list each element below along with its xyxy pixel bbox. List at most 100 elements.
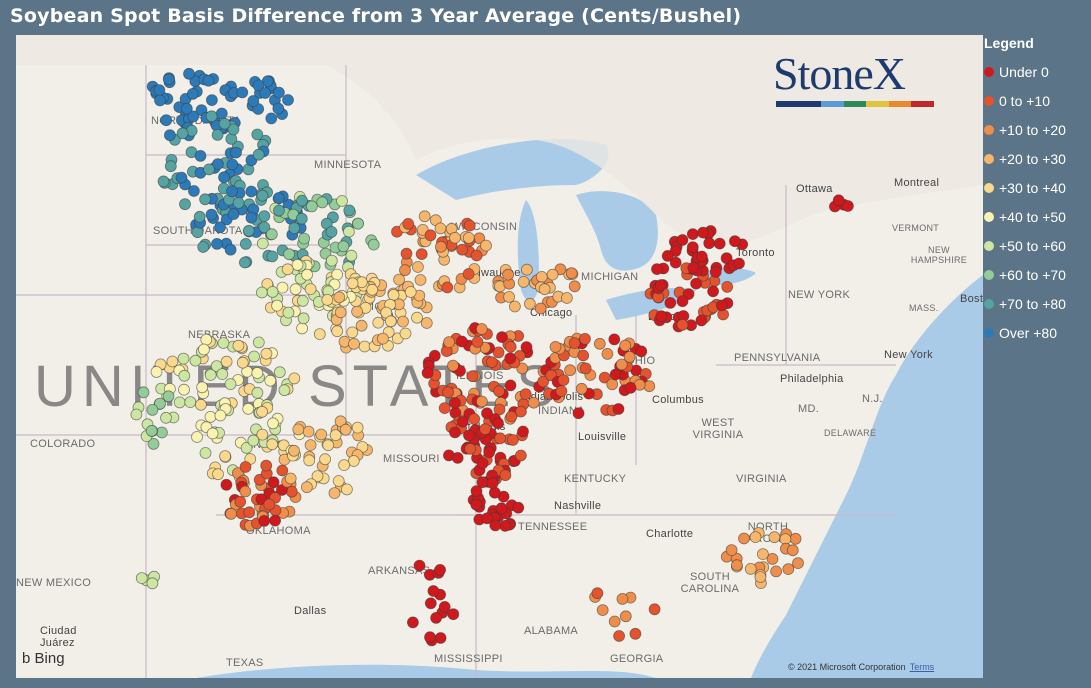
elevator-point[interactable] bbox=[334, 306, 347, 319]
elevator-point[interactable] bbox=[247, 434, 260, 447]
elevator-point[interactable] bbox=[514, 405, 527, 418]
elevator-point[interactable] bbox=[546, 268, 559, 281]
elevator-point[interactable] bbox=[629, 627, 642, 640]
elevator-point[interactable] bbox=[282, 306, 295, 319]
elevator-point[interactable] bbox=[240, 441, 253, 454]
elevator-point[interactable] bbox=[367, 238, 380, 251]
elevator-point[interactable] bbox=[707, 285, 719, 298]
elevator-point[interactable] bbox=[555, 385, 568, 398]
elevator-point[interactable] bbox=[248, 350, 261, 363]
elevator-point[interactable] bbox=[345, 249, 358, 262]
elevator-point[interactable] bbox=[295, 212, 308, 225]
elevator-point[interactable] bbox=[470, 498, 483, 511]
elevator-point[interactable] bbox=[399, 327, 412, 340]
elevator-point[interactable] bbox=[565, 267, 578, 280]
elevator-point[interactable] bbox=[265, 112, 278, 125]
elevator-point[interactable] bbox=[304, 283, 317, 296]
elevator-point[interactable] bbox=[256, 189, 269, 202]
legend-item[interactable]: Under 0 bbox=[984, 57, 1066, 86]
elevator-point[interactable] bbox=[456, 415, 469, 428]
elevator-point[interactable] bbox=[205, 110, 218, 123]
elevator-point[interactable] bbox=[316, 196, 329, 209]
elevator-point[interactable] bbox=[448, 396, 461, 409]
elevator-point[interactable] bbox=[351, 421, 364, 434]
elevator-point[interactable] bbox=[288, 222, 301, 235]
elevator-point[interactable] bbox=[289, 283, 302, 296]
elevator-point[interactable] bbox=[449, 231, 461, 244]
elevator-point[interactable] bbox=[199, 193, 212, 206]
elevator-point[interactable] bbox=[187, 110, 200, 123]
elevator-point[interactable] bbox=[499, 469, 512, 482]
elevator-point[interactable] bbox=[302, 425, 315, 438]
legend-item[interactable]: +20 to +30 bbox=[984, 144, 1066, 173]
elevator-point[interactable] bbox=[616, 593, 629, 605]
elevator-point[interactable] bbox=[187, 185, 200, 197]
elevator-point[interactable] bbox=[230, 146, 242, 159]
elevator-point[interactable] bbox=[609, 368, 622, 381]
legend-item[interactable]: +10 to +20 bbox=[984, 115, 1066, 144]
elevator-point[interactable] bbox=[296, 194, 308, 207]
elevator-point[interactable] bbox=[744, 563, 757, 575]
elevator-point[interactable] bbox=[557, 374, 570, 387]
elevator-point[interactable] bbox=[260, 459, 273, 472]
elevator-point[interactable] bbox=[343, 204, 356, 217]
elevator-point[interactable] bbox=[424, 229, 437, 242]
elevator-point[interactable] bbox=[619, 610, 632, 623]
elevator-point[interactable] bbox=[218, 171, 230, 184]
elevator-point[interactable] bbox=[340, 483, 353, 496]
elevator-point[interactable] bbox=[178, 383, 190, 396]
elevator-point[interactable] bbox=[441, 281, 454, 294]
elevator-point[interactable] bbox=[160, 411, 172, 424]
elevator-point[interactable] bbox=[430, 612, 443, 624]
elevator-point[interactable] bbox=[462, 268, 475, 280]
elevator-point[interactable] bbox=[315, 428, 328, 441]
elevator-point[interactable] bbox=[782, 563, 795, 575]
elevator-point[interactable] bbox=[346, 277, 359, 290]
elevator-point[interactable] bbox=[648, 603, 661, 616]
elevator-point[interactable] bbox=[438, 402, 451, 415]
elevator-point[interactable] bbox=[447, 608, 460, 621]
elevator-point[interactable] bbox=[211, 129, 224, 141]
elevator-point[interactable] bbox=[690, 277, 702, 290]
elevator-point[interactable] bbox=[415, 248, 428, 261]
elevator-point[interactable] bbox=[162, 390, 175, 403]
elevator-point[interactable] bbox=[162, 73, 175, 86]
elevator-point[interactable] bbox=[153, 84, 166, 96]
elevator-point[interactable] bbox=[322, 439, 335, 452]
elevator-point[interactable] bbox=[204, 369, 217, 381]
elevator-point[interactable] bbox=[619, 339, 632, 352]
elevator-point[interactable] bbox=[481, 407, 493, 420]
elevator-point[interactable] bbox=[325, 225, 338, 238]
elevator-point[interactable] bbox=[300, 481, 313, 494]
elevator-point[interactable] bbox=[204, 410, 217, 423]
elevator-point[interactable] bbox=[146, 577, 159, 590]
elevator-point[interactable] bbox=[447, 359, 459, 372]
elevator-point[interactable] bbox=[252, 79, 265, 92]
elevator-point[interactable] bbox=[276, 464, 289, 477]
elevator-point[interactable] bbox=[842, 200, 854, 212]
elevator-point[interactable] bbox=[184, 396, 197, 409]
elevator-point[interactable] bbox=[264, 374, 277, 387]
elevator-point[interactable] bbox=[483, 446, 496, 459]
elevator-point[interactable] bbox=[517, 425, 529, 438]
elevator-point[interactable] bbox=[404, 286, 417, 298]
elevator-point[interactable] bbox=[564, 364, 576, 377]
elevator-point[interactable] bbox=[424, 631, 436, 644]
elevator-point[interactable] bbox=[220, 478, 233, 491]
elevator-point[interactable] bbox=[266, 438, 279, 451]
elevator-point[interactable] bbox=[786, 544, 799, 557]
elevator-point[interactable] bbox=[709, 266, 722, 278]
elevator-point[interactable] bbox=[502, 268, 515, 281]
elevator-point[interactable] bbox=[766, 553, 779, 565]
elevator-point[interactable] bbox=[298, 232, 311, 245]
elevator-point[interactable] bbox=[211, 237, 223, 250]
elevator-point[interactable] bbox=[508, 300, 521, 313]
elevator-point[interactable] bbox=[418, 210, 431, 223]
elevator-point[interactable] bbox=[568, 280, 581, 293]
elevator-point[interactable] bbox=[411, 311, 423, 324]
elevator-point[interactable] bbox=[130, 408, 143, 421]
elevator-point[interactable] bbox=[255, 286, 268, 299]
elevator-point[interactable] bbox=[504, 340, 517, 353]
elevator-point[interactable] bbox=[217, 337, 230, 349]
elevator-point[interactable] bbox=[266, 285, 279, 298]
